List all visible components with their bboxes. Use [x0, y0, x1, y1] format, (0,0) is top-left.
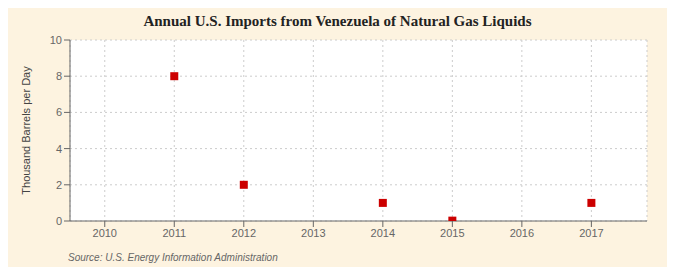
- svg-text:2014: 2014: [371, 227, 395, 239]
- svg-text:6: 6: [56, 106, 62, 118]
- svg-text:2016: 2016: [510, 227, 534, 239]
- svg-text:2015: 2015: [440, 227, 464, 239]
- svg-text:2012: 2012: [232, 227, 256, 239]
- svg-text:8: 8: [56, 70, 62, 82]
- html-text:Source: U.S. Energy Informatio: Source: U.S. Energy Information Administ…: [68, 252, 278, 263]
- svg-text:2: 2: [56, 179, 62, 191]
- svg-text:4: 4: [56, 143, 62, 155]
- html-text:Annual U.S. Imports from Venez: Annual U.S. Imports from Venezuela of Na…: [143, 13, 532, 29]
- svg-text:2017: 2017: [579, 227, 603, 239]
- svg-text:2010: 2010: [93, 227, 117, 239]
- svg-text:10: 10: [50, 34, 62, 46]
- svg-text:Thousand Barrels per Day: Thousand Barrels per Day: [20, 66, 32, 195]
- svg-text:0: 0: [56, 215, 62, 227]
- svg-text:2011: 2011: [162, 227, 186, 239]
- svg-text:2013: 2013: [301, 227, 325, 239]
